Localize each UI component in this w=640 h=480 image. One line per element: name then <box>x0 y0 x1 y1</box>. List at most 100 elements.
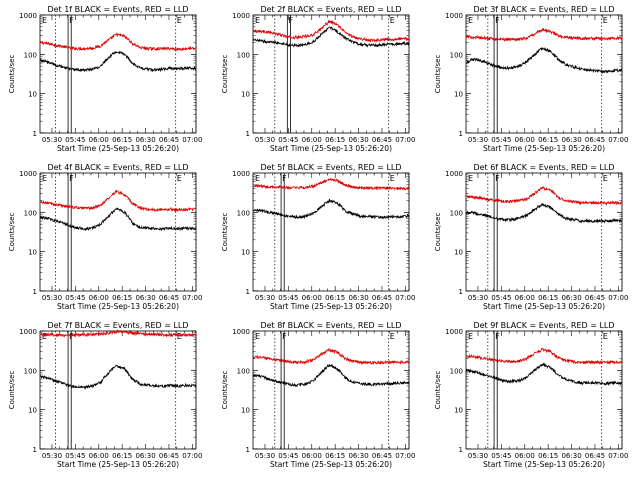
marker-letter: F <box>288 16 293 25</box>
x-tick-label: 05:45 <box>65 136 85 144</box>
marker-letter: E <box>42 174 47 183</box>
marker-letter: E <box>255 16 260 25</box>
x-tick-label: 05:30 <box>42 452 62 460</box>
x-tick-label: 05:30 <box>255 294 275 302</box>
y-tick-label: 10 <box>241 407 250 415</box>
y-axis-label: Counts/sec <box>8 55 16 94</box>
marker-letter: E <box>390 174 395 183</box>
y-tick-label: 100 <box>24 51 37 59</box>
x-axis-label: Start Time (25-Sep-13 05:26:20) <box>483 460 605 469</box>
marker-letter: F <box>495 16 500 25</box>
y-axis-label: Counts/sec <box>221 55 229 94</box>
y-tick-label: 10 <box>28 407 37 415</box>
series-lld-line <box>465 186 623 206</box>
marker-letter: E <box>468 332 473 341</box>
y-axis-label: Counts/sec <box>434 55 442 94</box>
x-tick-label: 07:00 <box>608 294 628 302</box>
panel-det-4: Det 4f BLACK = Events, RED = LLD 1 10 100 10… <box>8 163 202 311</box>
x-tick-label: 05:30 <box>42 294 62 302</box>
x-tick-label: 05:30 <box>468 136 488 144</box>
series-lld-line <box>39 32 197 52</box>
x-tick-label: 07:00 <box>395 452 415 460</box>
x-tick-label: 06:00 <box>89 136 109 144</box>
x-tick-label: 05:30 <box>468 452 488 460</box>
x-tick-label: 05:45 <box>278 452 298 460</box>
x-tick-label: 06:45 <box>159 452 179 460</box>
x-tick-label: 07:00 <box>182 452 202 460</box>
marker-letter: E <box>468 174 473 183</box>
plot-frame <box>39 172 197 292</box>
y-tick-label: 1000 <box>445 170 463 178</box>
x-tick-label: 06:30 <box>561 136 581 144</box>
x-tick-label: 06:45 <box>585 294 605 302</box>
series-lld-line <box>252 178 410 191</box>
y-axis-label: Counts/sec <box>434 213 442 252</box>
y-axis-label: Counts/sec <box>434 371 442 410</box>
x-axis-label: Start Time (25-Sep-13 05:26:20) <box>57 302 179 311</box>
y-tick-label: 100 <box>450 209 463 217</box>
y-tick-label: 100 <box>450 51 463 59</box>
y-tick-label: 10 <box>241 91 250 99</box>
y-tick-label: 1 <box>33 288 37 296</box>
y-tick-label: 10 <box>454 91 463 99</box>
plot-frame <box>252 172 410 292</box>
y-tick-label: 100 <box>237 209 250 217</box>
x-tick-label: 05:45 <box>278 294 298 302</box>
y-tick-label: 1000 <box>445 12 463 20</box>
x-tick-label: 06:45 <box>159 294 179 302</box>
panel-det-8: Det 8f BLACK = Events, RED = LLD 1 10 100 10… <box>221 321 415 469</box>
marker-letter: E <box>255 332 260 341</box>
y-tick-label: 10 <box>454 407 463 415</box>
x-axis-label: Start Time (25-Sep-13 05:26:20) <box>270 460 392 469</box>
marker-letter: E <box>468 16 473 25</box>
x-tick-label: 06:30 <box>561 294 581 302</box>
series-events-line <box>39 207 197 232</box>
x-tick-label: 06:45 <box>585 452 605 460</box>
panel-title: Det 9f BLACK = Events, RED = LLD <box>473 321 614 330</box>
series-events-line <box>465 362 623 387</box>
series-lld-line <box>252 347 410 366</box>
x-tick-label: 05:45 <box>491 452 511 460</box>
y-tick-label: 10 <box>241 249 250 257</box>
y-tick-label: 1000 <box>445 328 463 336</box>
panel-det-6: Det 6f BLACK = Events, RED = LLD 1 10 100 10… <box>434 163 628 311</box>
panel-title: Det 1f BLACK = Events, RED = LLD <box>47 5 188 14</box>
marker-letter: E <box>603 16 608 25</box>
marker-letter: E <box>390 332 395 341</box>
panel-det-2: Det 2f BLACK = Events, RED = LLD 1 10 100 10… <box>221 5 415 153</box>
y-tick-label: 1000 <box>19 12 37 20</box>
series-events-line <box>465 203 623 224</box>
y-tick-label: 100 <box>237 367 250 375</box>
y-tick-label: 100 <box>24 367 37 375</box>
x-tick-label: 06:00 <box>515 452 535 460</box>
y-axis-label: Counts/sec <box>8 213 16 252</box>
marker-letter: E <box>390 16 395 25</box>
x-tick-label: 05:45 <box>278 136 298 144</box>
panel-title: Det 2f BLACK = Events, RED = LLD <box>260 5 401 14</box>
panel-title: Det 6f BLACK = Events, RED = LLD <box>473 163 614 172</box>
x-tick-label: 06:45 <box>159 136 179 144</box>
y-tick-label: 10 <box>454 249 463 257</box>
x-tick-label: 06:00 <box>302 452 322 460</box>
marker-letter: F <box>282 332 287 341</box>
y-tick-label: 100 <box>450 367 463 375</box>
x-axis-label: Start Time (25-Sep-13 05:26:20) <box>57 144 179 153</box>
x-tick-label: 05:45 <box>65 452 85 460</box>
x-axis-label: Start Time (25-Sep-13 05:26:20) <box>57 460 179 469</box>
x-axis-label: Start Time (25-Sep-13 05:26:20) <box>483 302 605 311</box>
x-tick-label: 06:00 <box>302 136 322 144</box>
panel-title: Det 8f BLACK = Events, RED = LLD <box>260 321 401 330</box>
x-tick-label: 06:30 <box>135 452 155 460</box>
series-events-line <box>252 26 410 48</box>
series-events-line <box>252 198 410 220</box>
x-tick-label: 06:45 <box>372 452 392 460</box>
panel-title: Det 3f BLACK = Events, RED = LLD <box>473 5 614 14</box>
y-tick-label: 1000 <box>19 328 37 336</box>
x-tick-label: 06:15 <box>325 452 345 460</box>
x-tick-label: 06:00 <box>89 294 109 302</box>
y-tick-label: 100 <box>24 209 37 217</box>
plot-frame <box>252 330 410 450</box>
y-tick-label: 1 <box>246 130 250 138</box>
y-tick-label: 100 <box>237 51 250 59</box>
